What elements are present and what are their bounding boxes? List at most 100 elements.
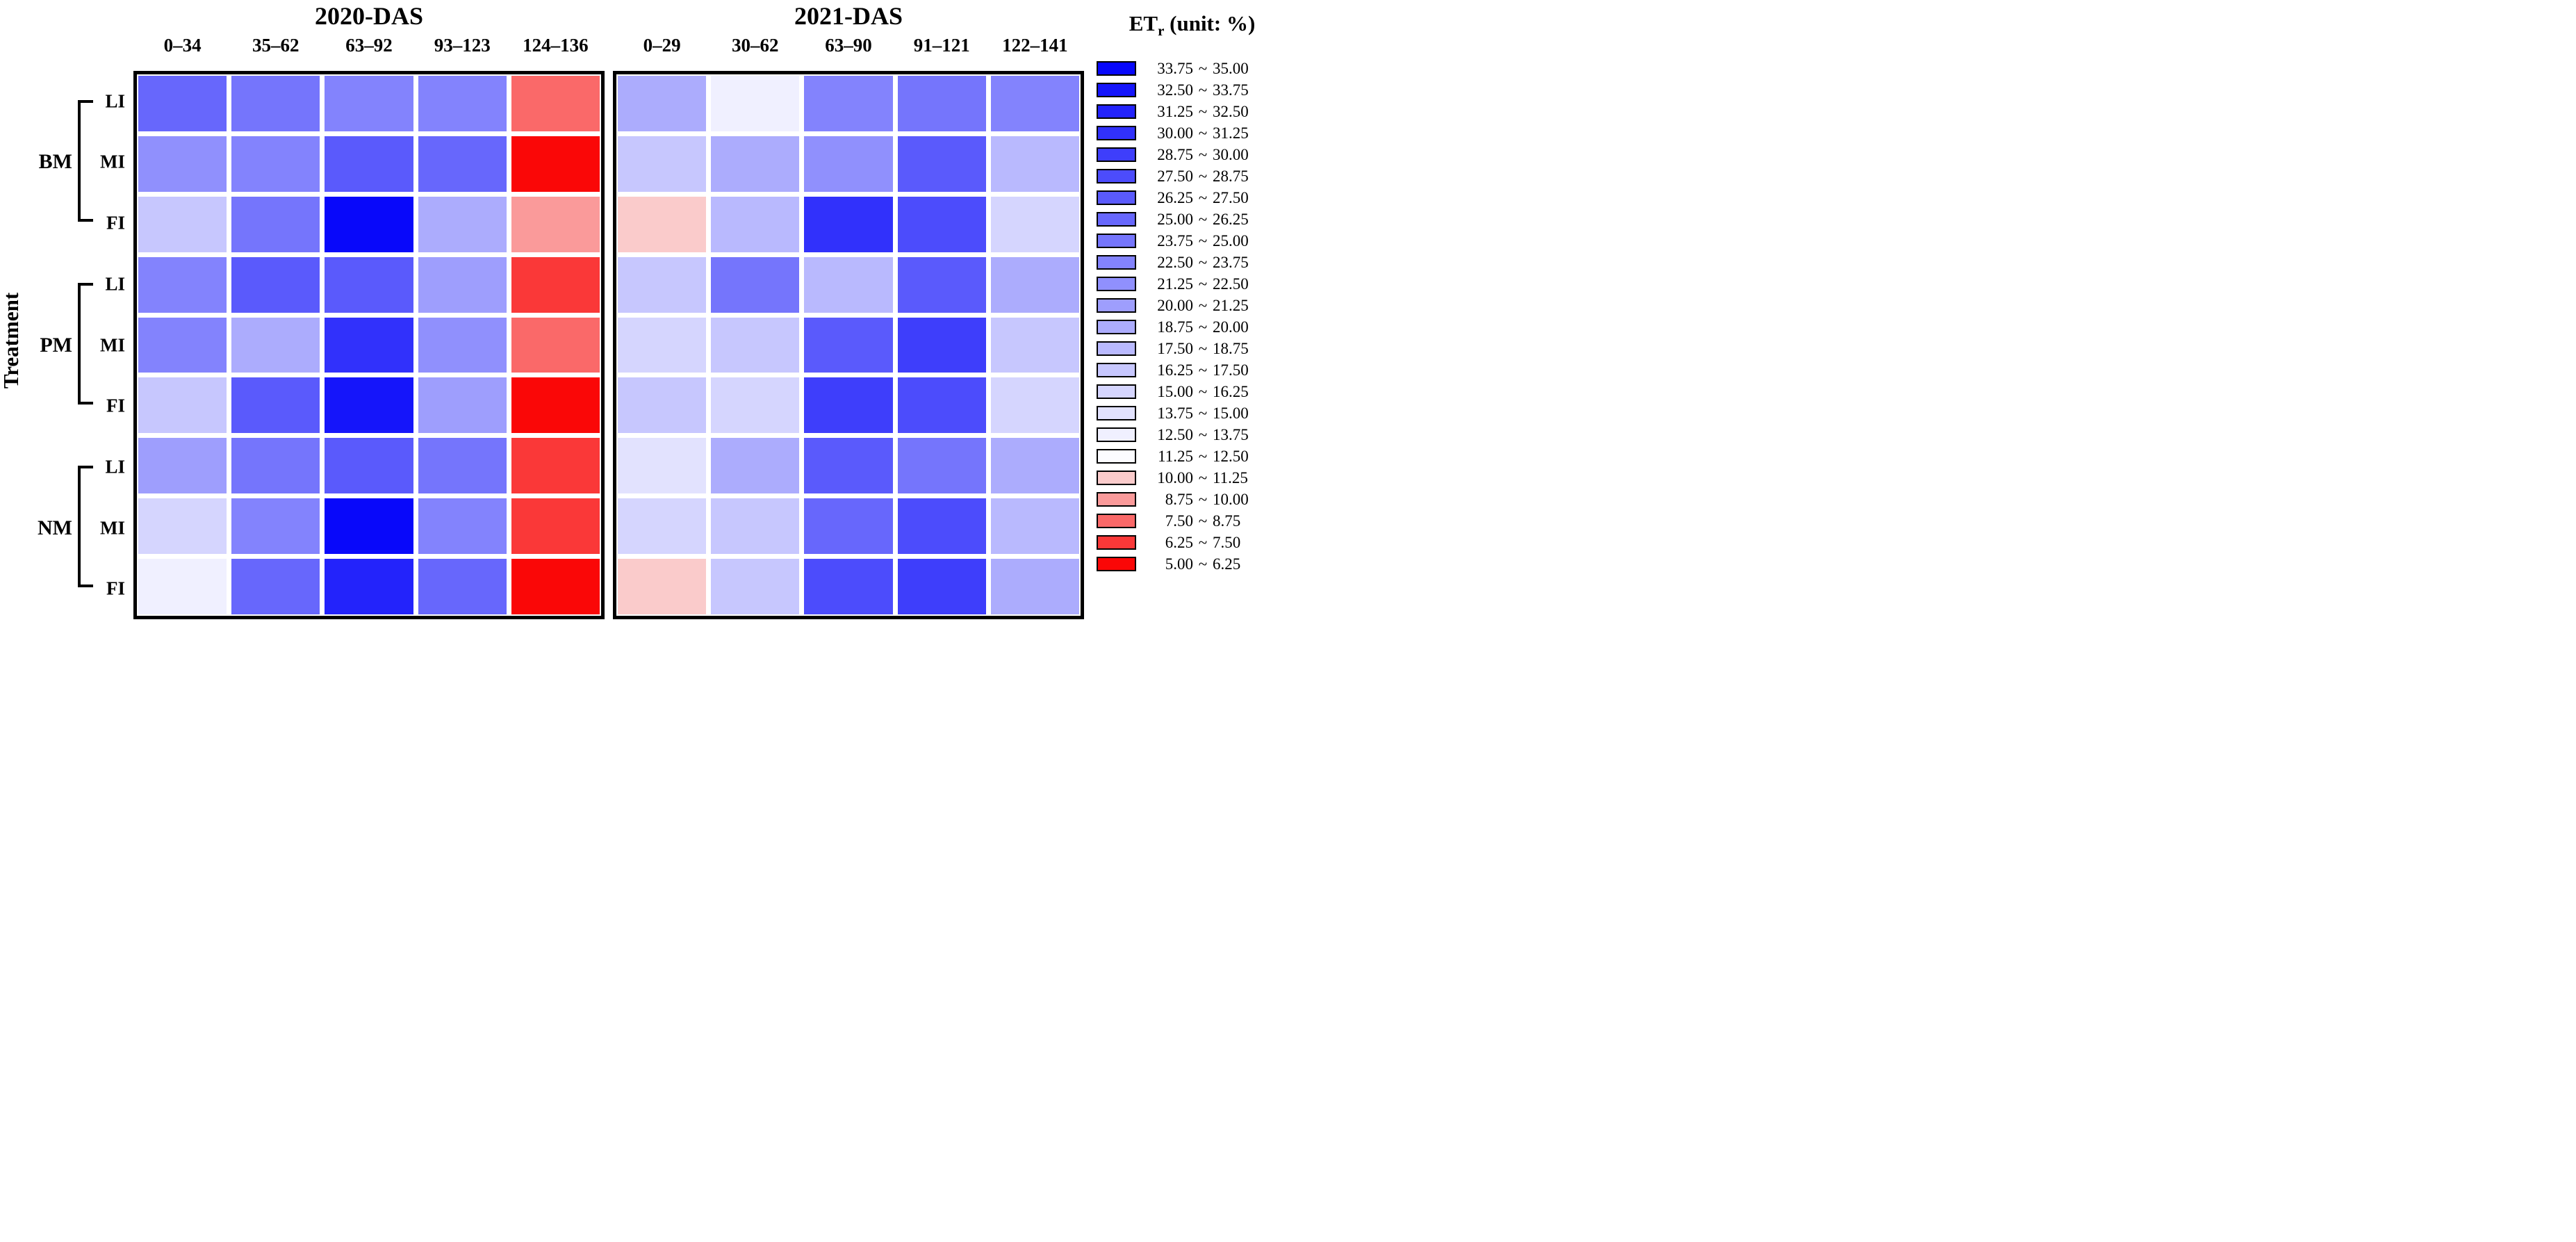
legend-swatch: [1097, 298, 1136, 313]
heatmap-cell: [138, 498, 227, 555]
heatmap-cell: [990, 438, 1079, 494]
row-label: LI: [105, 90, 125, 112]
column-headers: 0–34 35–62 63–92 93–123 124–136: [133, 28, 605, 63]
heatmap-cell: [618, 76, 707, 131]
legend-swatch: [1097, 212, 1136, 227]
row-label: FI: [106, 395, 125, 416]
heatmap-cell: [804, 76, 893, 131]
legend-item: 8.75 ~10.00: [1097, 491, 1288, 508]
heatmap-cell: [138, 317, 227, 373]
row-label: FI: [106, 212, 125, 234]
heatmap-cell: [990, 377, 1079, 434]
legend-swatch: [1097, 190, 1136, 205]
heatmap-cell: [418, 498, 507, 555]
heatmap-cell: [618, 256, 707, 313]
heatmap-cell: [418, 377, 507, 434]
heatmap-cell: [138, 196, 227, 252]
heatmap-cell: [231, 136, 320, 192]
heatmap-cell: [138, 76, 227, 131]
heatmap-cell: [711, 438, 800, 494]
legend-item: 28.75 ~30.00: [1097, 146, 1288, 163]
legend-swatch: [1097, 535, 1136, 550]
legend-label: 13.75 ~15.00: [1157, 405, 1249, 422]
legend-swatch: [1097, 363, 1136, 377]
heatmap-cell: [990, 76, 1079, 131]
row-group-bracket: [78, 99, 93, 222]
legend-swatch: [1097, 449, 1136, 464]
heatmap-cell: [897, 317, 986, 373]
legend-label: 12.50 ~13.75: [1157, 426, 1249, 443]
legend-item: 26.25 ~27.50: [1097, 189, 1288, 206]
heatmap-cell: [511, 438, 600, 494]
legend-label: 27.50 ~28.75: [1157, 167, 1249, 185]
heatmap-cell: [804, 256, 893, 313]
legend-swatch: [1097, 427, 1136, 442]
legend-label: 33.75 ~35.00: [1157, 60, 1249, 77]
column-header: 30–62: [732, 34, 779, 56]
heatmap-cell: [711, 76, 800, 131]
heatmap-cell: [990, 196, 1079, 252]
column-header: 91–121: [913, 34, 970, 56]
heatmap-cell: [511, 559, 600, 614]
legend-label: 22.50 ~23.75: [1157, 254, 1249, 271]
heatmap-grid: [613, 71, 1084, 619]
column-header: 35–62: [252, 34, 300, 56]
row-group-gutter: BM LI MI FI PM LI MI FI NM LI MI FI: [0, 71, 132, 619]
heatmap-cell: [618, 559, 707, 614]
heatmap-cell: [897, 76, 986, 131]
row-group-label: NM: [38, 516, 72, 539]
legend-item: 31.25 ~32.50: [1097, 103, 1288, 120]
legend-label: 28.75 ~30.00: [1157, 146, 1249, 163]
legend-swatch: [1097, 234, 1136, 248]
legend-label: 23.75 ~25.00: [1157, 232, 1249, 250]
heatmap-cell: [804, 559, 893, 614]
heatmap-cell: [618, 498, 707, 555]
legend-label: 30.00 ~31.25: [1157, 124, 1249, 142]
legend-swatch: [1097, 61, 1136, 76]
heatmap-cell: [990, 317, 1079, 373]
heatmap-figure: Treatment BM LI MI FI PM LI MI FI NM LI MI FI 2020-…: [0, 0, 1288, 621]
legend-item: 30.00 ~31.25: [1097, 124, 1288, 142]
panel-title: 2021-DAS: [794, 2, 903, 30]
heatmap-cell: [138, 438, 227, 494]
heatmap-cell: [511, 377, 600, 434]
heatmap-cell: [897, 196, 986, 252]
legend-item: 10.00 ~11.25: [1097, 470, 1288, 486]
heatmap-cell: [231, 317, 320, 373]
heatmap-cell: [325, 498, 413, 555]
legend-item: 25.00 ~26.25: [1097, 211, 1288, 227]
legend-item: 22.50 ~23.75: [1097, 254, 1288, 271]
legend-label: 21.25 ~22.50: [1157, 275, 1249, 293]
column-header: 122–141: [1002, 34, 1068, 56]
legend-item: 23.75 ~25.00: [1097, 232, 1288, 250]
color-legend: ETr (unit: %) 33.75 ~35.00 32.50 ~33.75 31.2…: [1097, 0, 1288, 621]
legend-label: 31.25 ~32.50: [1157, 103, 1249, 120]
heatmap-cell: [231, 438, 320, 494]
legend-label: 17.50 ~18.75: [1157, 340, 1249, 357]
heatmap-cell: [711, 377, 800, 434]
heatmap-cell: [231, 256, 320, 313]
heatmap-cell: [511, 136, 600, 192]
heatmap-cell: [618, 136, 707, 192]
legend-item: 6.25 ~7.50: [1097, 534, 1288, 550]
legend-item: 32.50 ~33.75: [1097, 82, 1288, 98]
legend-label: 5.00 ~6.25: [1165, 555, 1241, 573]
legend-swatch: [1097, 471, 1136, 485]
legend-item: 12.50 ~13.75: [1097, 426, 1288, 443]
legend-swatch: [1097, 406, 1136, 420]
legend-label: 8.75 ~10.00: [1165, 491, 1249, 508]
heatmap-cell: [897, 498, 986, 555]
legend-label: 26.25 ~27.50: [1157, 189, 1249, 206]
legend-item: 17.50 ~18.75: [1097, 340, 1288, 357]
heatmap-cell: [897, 136, 986, 192]
panel-2021: 2021-DAS 0–29 30–62 63–90 91–121 122–141: [613, 0, 1084, 621]
heatmap-cell: [138, 559, 227, 614]
legend-swatch: [1097, 320, 1136, 334]
legend-label: 16.25 ~17.50: [1157, 361, 1249, 379]
heatmap-cell: [418, 136, 507, 192]
column-headers: 0–29 30–62 63–90 91–121 122–141: [613, 28, 1084, 63]
heatmap-cell: [325, 136, 413, 192]
row-label: LI: [105, 456, 125, 477]
heatmap-cell: [711, 559, 800, 614]
heatmap-cell: [804, 377, 893, 434]
